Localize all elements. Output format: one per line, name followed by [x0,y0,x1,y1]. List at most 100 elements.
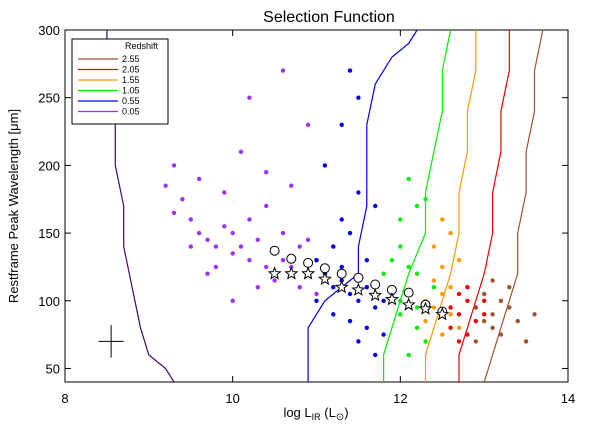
data-point [188,244,193,249]
data-point [339,217,344,222]
data-point [364,258,369,263]
data-point [196,176,202,182]
data-point [272,278,277,283]
median-circle [319,263,330,274]
x-tick-label: 10 [225,391,239,406]
median-circle [303,257,314,268]
data-point [507,285,512,290]
median-star [267,266,282,280]
legend: Redshift 2.552.051.551.050.550.05 [71,38,169,125]
data-point [456,339,462,344]
data-point [381,298,386,303]
legend-label: 0.05 [122,107,140,117]
data-point [507,305,512,310]
data-point [255,237,260,242]
data-point [465,332,470,337]
data-point [490,278,495,283]
data-point [440,332,445,337]
data-point [238,149,244,154]
data-point [347,291,353,297]
data-point [498,298,504,303]
data-point [280,258,286,263]
data-point [305,122,311,128]
data-point [406,176,411,182]
data-point [373,203,378,209]
data-point [356,339,361,344]
data-point [482,298,487,303]
data-point [364,325,369,330]
median-star [368,288,383,302]
y-tick-label: 300 [38,23,60,38]
legend-title: Redshift [125,41,159,51]
y-tick-label: 150 [38,226,60,241]
data-point [297,285,302,290]
data-point [448,305,453,310]
selection-boundary-line [483,29,544,383]
data-point [465,285,470,290]
data-point [364,285,369,290]
selection-boundaries [106,29,544,383]
data-point [473,305,478,310]
data-point [398,244,403,249]
median-star [284,266,299,280]
data-point [414,271,420,276]
data-point [264,264,269,270]
data-point [222,190,227,195]
data-point [331,244,336,249]
data-point [163,183,168,188]
median-star [418,301,433,315]
median-star [401,297,416,311]
data-point [322,163,328,168]
median-star [317,271,332,286]
legend-box [71,38,169,125]
x-tick-label: 12 [393,391,407,406]
scatter-points [163,68,537,358]
data-point [406,264,411,270]
data-point [171,163,177,168]
x-axis-label-sub: IR [312,412,322,422]
data-point [347,68,353,73]
data-point [423,318,428,324]
legend-label: 2.05 [122,65,140,75]
data-point [389,258,395,263]
data-point [456,291,462,297]
data-point [230,230,235,236]
median-circle [269,245,280,256]
data-point [247,95,252,100]
data-point [398,217,403,222]
data-point [331,285,336,290]
data-point [280,230,286,236]
legend-label: 1.05 [122,86,140,96]
median-circle [286,253,297,264]
data-point [482,291,487,297]
data-point [213,264,219,270]
selection-boundary-line [458,30,510,382]
median-circle [353,272,364,283]
x-axis-label-main: log L [283,405,311,420]
axis-ticks: 8 10 12 14 50 100 150 200 250 300 [38,23,575,406]
data-point [180,197,185,202]
data-point [465,298,470,303]
median-star [301,266,316,280]
data-point [373,352,378,358]
data-point [356,190,361,195]
data-point [448,285,453,290]
data-point [264,203,269,209]
data-point [423,339,428,344]
data-point [423,197,428,202]
data-point [482,318,487,324]
data-point [381,271,386,276]
data-point [498,332,504,337]
data-point [440,217,445,222]
data-point [196,230,202,236]
data-point [448,325,453,330]
data-point [532,312,537,317]
data-point [314,258,319,263]
median-star [334,279,349,294]
data-point [247,217,252,222]
data-point [331,312,336,317]
data-point [356,298,361,303]
data-point [473,318,478,324]
plot-area [64,29,569,383]
